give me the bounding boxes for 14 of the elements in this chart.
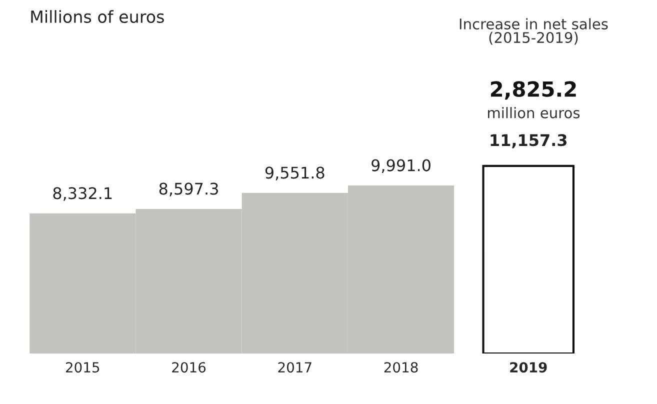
x-tick-label: 2015 (66, 362, 100, 373)
data-label: 9,991.0 (372, 159, 430, 173)
x-tick-label: 2017 (278, 362, 312, 373)
text: Increase in net sales (2015-2019) (460, 18, 608, 45)
data-label: 11,157.3 (490, 134, 567, 148)
chart-title: Millions of euros (31, 10, 164, 23)
text: million euros (488, 107, 580, 118)
data-label: 9,551.8 (265, 166, 324, 180)
data-label: 8,597.3 (159, 182, 218, 196)
x-tick-label: 2016 (172, 362, 206, 373)
text: 2,825.2 (490, 81, 576, 100)
x-tick-label: 2018 (384, 362, 418, 373)
x-tick-label: 2019 (510, 362, 547, 373)
data-label: 8,332.1 (53, 187, 112, 201)
